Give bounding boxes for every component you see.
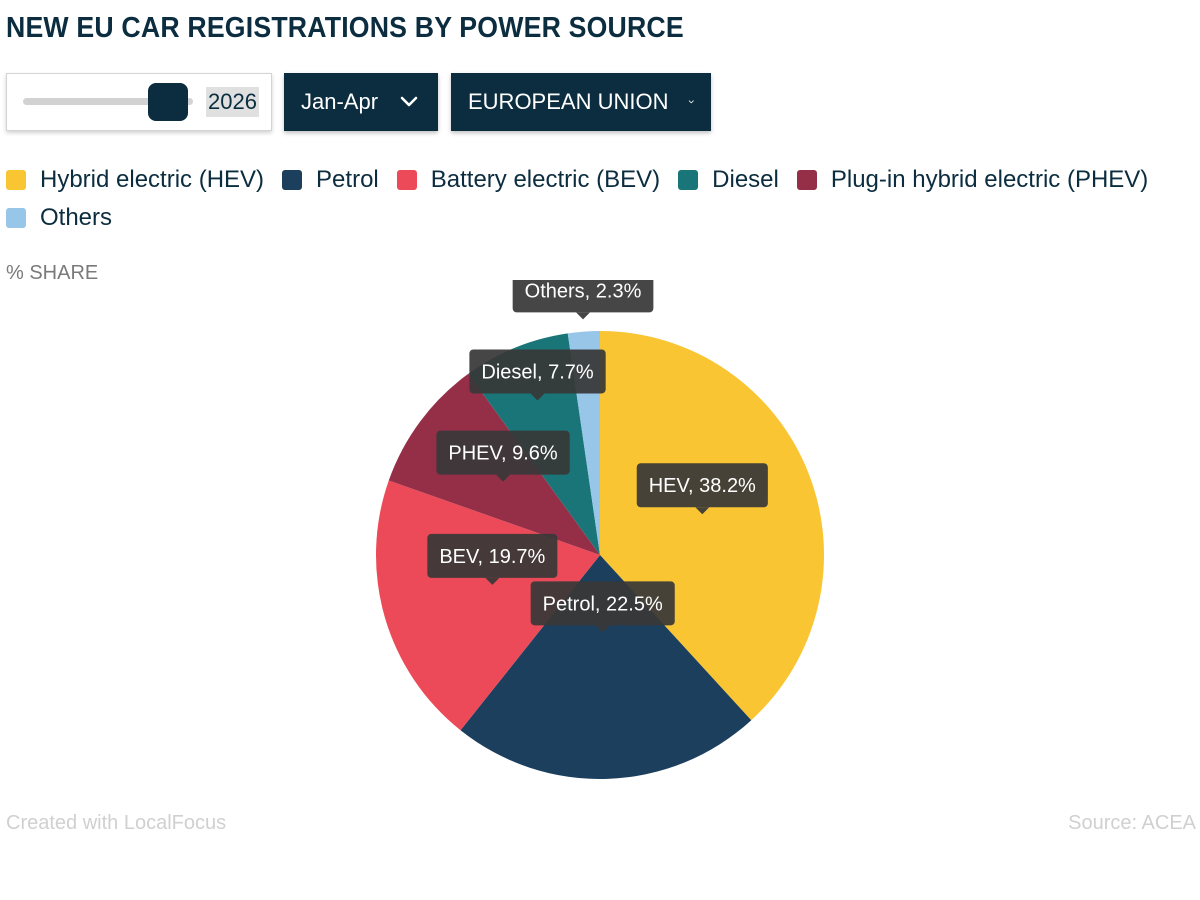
legend-swatch: [6, 170, 26, 190]
slice-label-text: PHEV, 9.6%: [448, 443, 558, 465]
legend-swatch: [678, 170, 699, 190]
slice-label-pointer: [530, 393, 545, 401]
legend-label: Hybrid electric (HEV): [40, 166, 265, 193]
slice-label-bev: BEV, 19.7%: [427, 533, 558, 585]
region-dropdown-label: EUROPEAN UNION: [468, 89, 669, 114]
legend-label: Others: [40, 204, 113, 231]
source-text: Source: ACEA: [1068, 812, 1196, 834]
slice-label-petrol: Petrol, 22.5%: [530, 581, 675, 633]
slice-label-box: [469, 349, 606, 394]
slice-label-pointer: [595, 625, 610, 633]
credit-text: Created with LocalFocus: [6, 812, 227, 834]
slice-label-hev: HEV, 38.2%: [636, 463, 768, 515]
legend-label: Diesel: [712, 166, 779, 193]
slice-label-pointer: [576, 312, 591, 320]
legend-label: Plug-in hybrid electric (PHEV): [830, 166, 1149, 193]
slice-label-text: BEV, 19.7%: [439, 546, 545, 568]
legend-item-others[interactable]: Others: [6, 204, 112, 232]
slice-label-diesel: Diesel, 7.7%: [469, 349, 606, 401]
slice-label-text: Others, 2.3%: [525, 280, 642, 302]
legend-swatch: [6, 208, 26, 228]
chart-title: NEW EU CAR REGISTRATIONS BY POWER SOURCE: [6, 12, 684, 44]
slice-label-text: Diesel, 7.7%: [481, 361, 593, 383]
slice-label-box: [512, 280, 654, 313]
legend-item-battery-electric-bev[interactable]: Battery electric (BEV): [396, 166, 661, 194]
slice-label-others: Others, 2.3%: [512, 280, 654, 320]
slice-label-box: [436, 430, 570, 475]
chevron-down-icon: [689, 100, 695, 104]
share-axis-note: % SHARE: [6, 262, 99, 284]
slice-label-pointer: [485, 577, 500, 585]
legend-item-diesel[interactable]: Diesel: [678, 166, 779, 194]
pie-chart: HEV, 38.2% Petrol, 22.5% BEV, 19.7% PHEV, 9…: [375, 280, 825, 779]
slice-label-pointer: [496, 474, 511, 482]
slice-label-phev: PHEV, 9.6%: [436, 430, 570, 482]
region-dropdown[interactable]: EUROPEAN UNION: [451, 73, 711, 131]
year-slider[interactable]: 2026: [6, 73, 272, 131]
chart-legend: Hybrid electric (HEV) Petrol Battery elect…: [6, 166, 1186, 232]
year-slider-thumb[interactable]: [147, 83, 188, 121]
legend-label: Petrol: [316, 166, 379, 193]
slice-labels: HEV, 38.2% Petrol, 22.5% BEV, 19.7% PHEV, 9…: [427, 280, 768, 633]
period-dropdown-label: Jan-Apr: [301, 89, 379, 114]
year-value: 2026: [206, 87, 259, 117]
slice-label-text: HEV, 38.2%: [649, 475, 756, 497]
legend-label: Battery electric (BEV): [430, 166, 661, 193]
slice-label-box: [636, 463, 768, 508]
legend-item-petrol[interactable]: Petrol: [282, 166, 379, 194]
legend-swatch: [796, 170, 817, 190]
period-dropdown[interactable]: Jan-Apr: [284, 73, 438, 131]
pie-slice-petrol[interactable]: [460, 555, 752, 779]
legend-item-plug-in-hybrid-electric-phev[interactable]: Plug-in hybrid electric (PHEV): [796, 166, 1149, 194]
chevron-down-icon: [400, 96, 418, 107]
slice-label-box: [427, 533, 558, 578]
slice-label-text: Petrol, 22.5%: [543, 593, 663, 615]
year-slider-track[interactable]: [23, 98, 193, 105]
slice-label-pointer: [695, 507, 710, 515]
legend-swatch: [282, 170, 303, 190]
slice-label-box: [530, 581, 675, 626]
pie-slice-hev[interactable]: [600, 331, 825, 721]
legend-swatch: [396, 170, 417, 190]
legend-item-hybrid-electric-hev[interactable]: Hybrid electric (HEV): [6, 166, 264, 194]
